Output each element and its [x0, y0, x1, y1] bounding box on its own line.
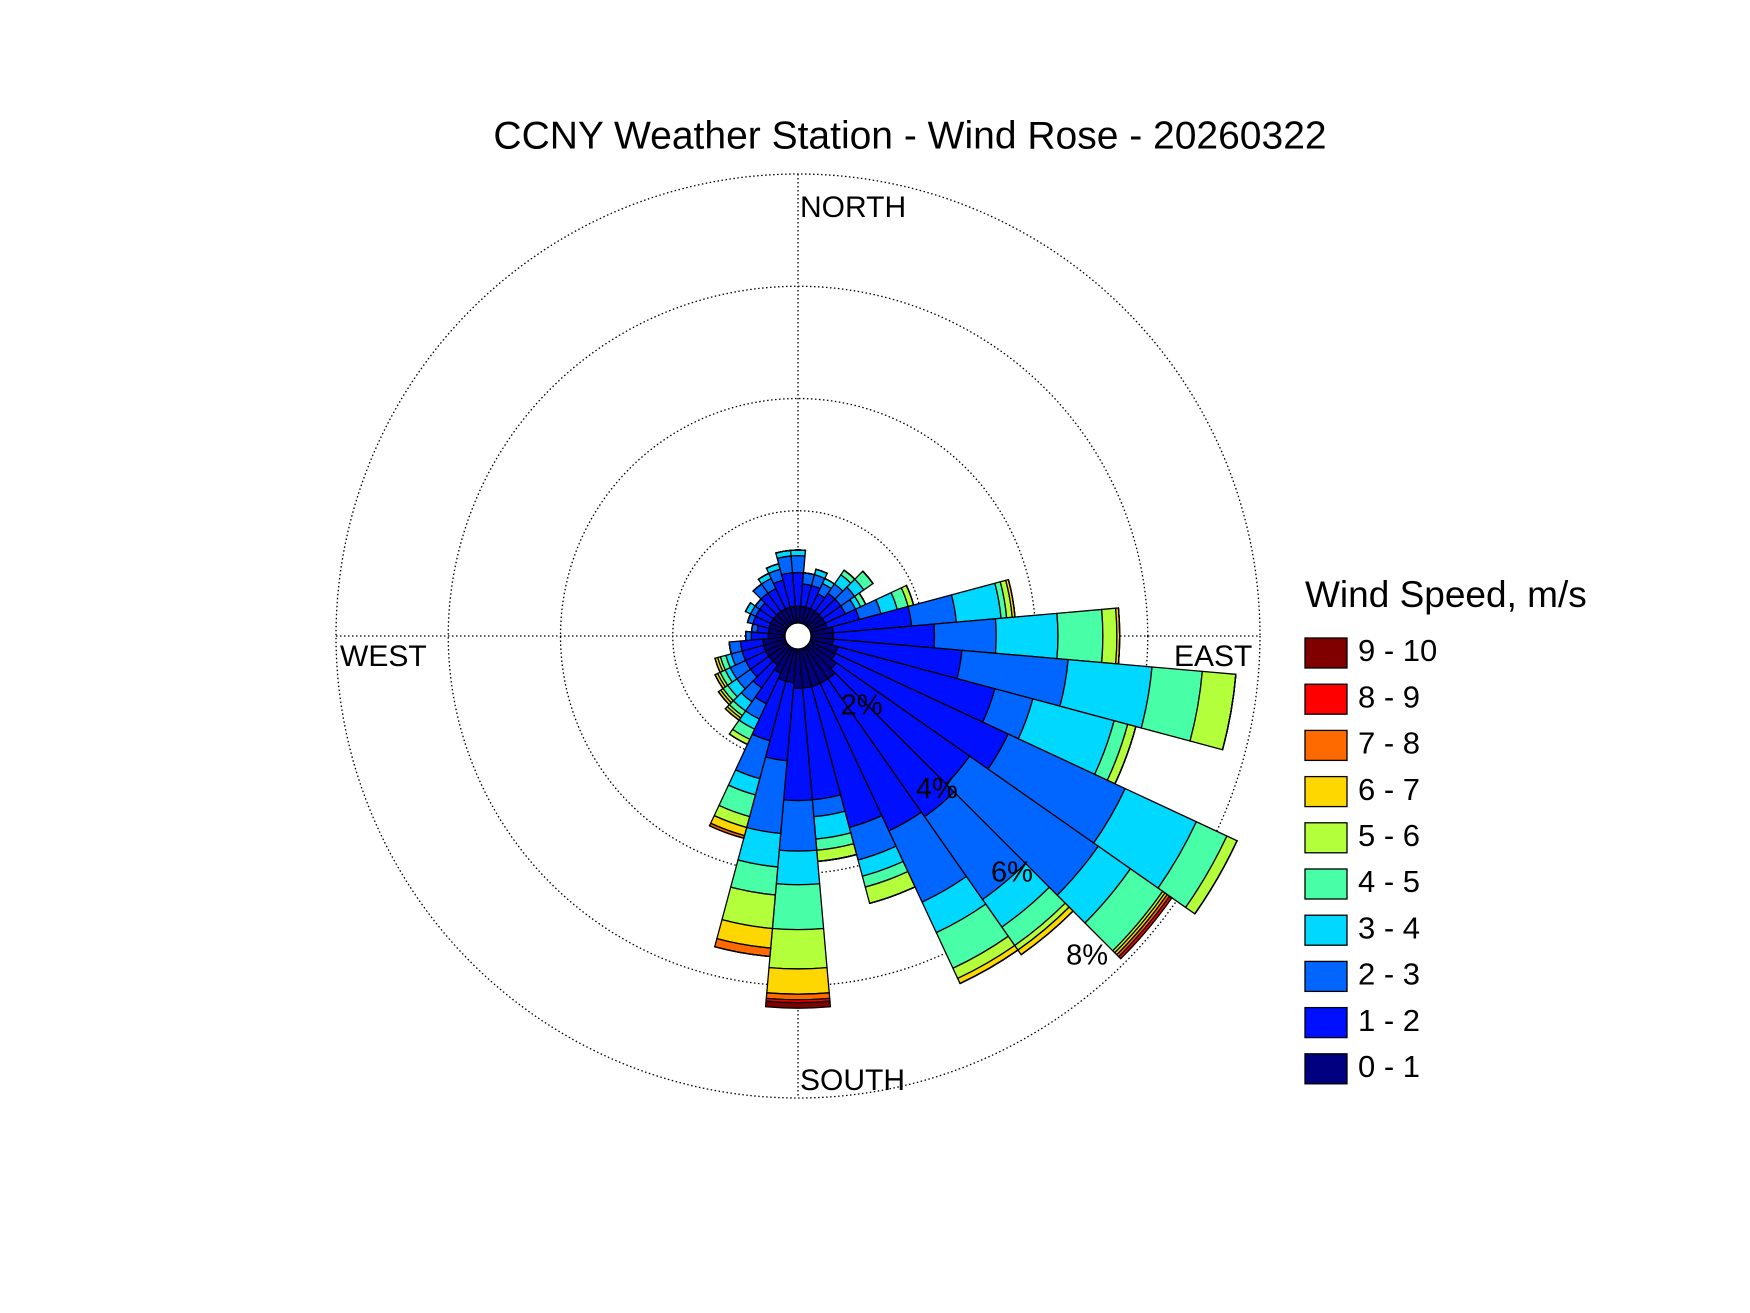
wedge	[728, 641, 732, 655]
legend-label: 2 - 3	[1358, 957, 1420, 992]
legend-label: 5 - 6	[1358, 818, 1420, 853]
wedge	[1194, 840, 1238, 915]
legend-label: 9 - 10	[1358, 633, 1437, 668]
grid-ring	[335, 173, 1261, 1099]
legend-swatch	[1304, 1006, 1348, 1039]
wedge	[1056, 608, 1104, 664]
wedge	[959, 949, 1019, 985]
legend-label: 7 - 8	[1358, 726, 1420, 761]
wedge	[868, 886, 916, 905]
legend-swatch	[1304, 960, 1348, 993]
wedge	[1020, 910, 1074, 956]
wedge	[771, 883, 825, 931]
ring-label: 2%	[841, 689, 883, 721]
legend-label: 4 - 5	[1358, 864, 1420, 899]
wedge	[714, 657, 721, 673]
legend-swatch	[1304, 637, 1348, 669]
wedge	[1120, 897, 1173, 960]
legend-swatch	[1304, 683, 1348, 715]
wedge	[775, 849, 821, 886]
legend-swatch	[1304, 868, 1348, 900]
wedge	[862, 570, 874, 585]
legend-label: 3 - 4	[1358, 910, 1420, 945]
wedge	[1221, 673, 1237, 751]
legend-swatch	[1304, 914, 1348, 946]
wedge	[717, 691, 730, 706]
compass-label: EAST	[1174, 640, 1252, 673]
legend-swatch	[1304, 1053, 1348, 1085]
legend-label: 6 - 7	[1358, 772, 1420, 807]
legend-swatch	[1304, 822, 1348, 854]
wedge	[994, 612, 1059, 660]
legend-label: 8 - 9	[1358, 679, 1420, 714]
ring-label: 6%	[991, 856, 1033, 888]
legend-swatch	[1304, 729, 1348, 762]
legend-label: 0 - 1	[1358, 1049, 1420, 1084]
wedge	[714, 946, 771, 958]
wedge	[778, 799, 818, 852]
wedge	[789, 549, 807, 557]
compass-label: WEST	[340, 640, 427, 673]
wedge	[775, 549, 792, 554]
wedge	[768, 927, 828, 970]
wedge	[790, 555, 806, 574]
wedge	[714, 674, 724, 690]
legend-title: Wind Speed, m/s	[1305, 574, 1587, 615]
wedge	[724, 708, 740, 721]
chart-title: CCNY Weather Station - Wind Rose - 20260…	[493, 114, 1326, 157]
wedge	[744, 602, 752, 613]
wedge	[708, 825, 745, 839]
compass-label: NORTH	[800, 191, 906, 224]
ring-label: 4%	[916, 773, 958, 805]
center-hole	[784, 622, 812, 650]
legend-label: 1 - 2	[1358, 1003, 1420, 1038]
ring-label: 8%	[1066, 940, 1108, 972]
wedge	[1101, 607, 1118, 665]
wedge	[764, 1000, 832, 1009]
wedge	[745, 630, 753, 642]
wedge	[815, 568, 828, 575]
wedge	[766, 966, 830, 995]
compass-label: SOUTH	[800, 1064, 905, 1097]
wedge	[728, 733, 749, 746]
legend-swatch	[1304, 775, 1348, 808]
